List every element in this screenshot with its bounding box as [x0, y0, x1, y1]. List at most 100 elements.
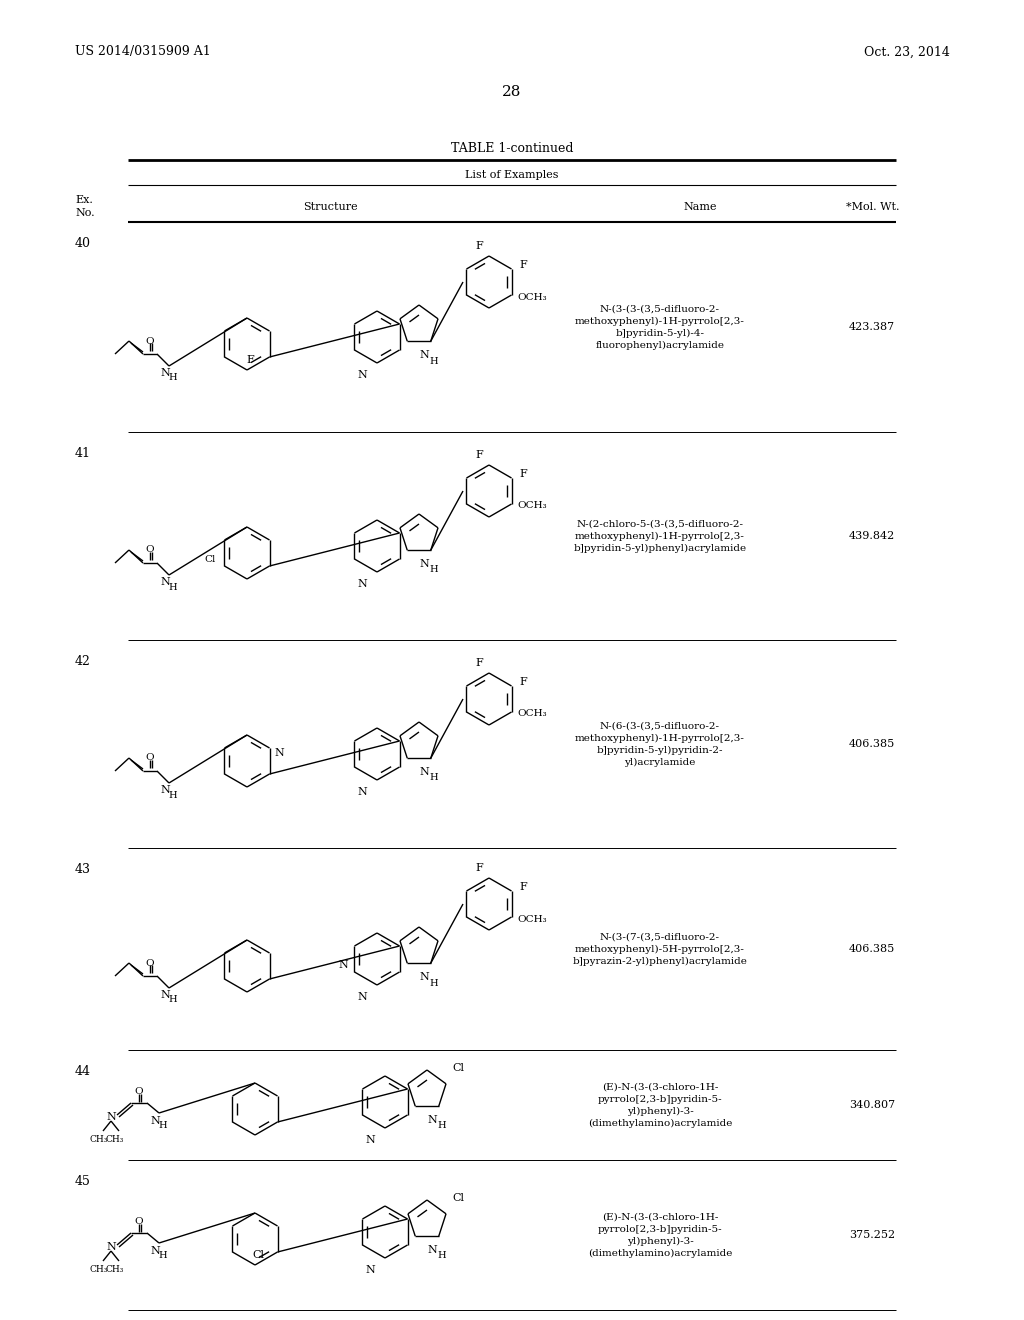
Text: List of Examples: List of Examples [465, 170, 559, 180]
Text: Cl: Cl [205, 556, 216, 565]
Text: Cl: Cl [452, 1063, 464, 1073]
Text: CH₃: CH₃ [105, 1265, 124, 1274]
Text: H: H [169, 791, 177, 800]
Text: b]pyridin-5-yl)pyridin-2-: b]pyridin-5-yl)pyridin-2- [597, 746, 723, 755]
Text: TABLE 1-continued: TABLE 1-continued [451, 141, 573, 154]
Text: N-(3-(7-(3,5-difluoro-2-: N-(3-(7-(3,5-difluoro-2- [600, 932, 720, 941]
Text: N: N [106, 1242, 116, 1251]
Text: *Mol. Wt.: *Mol. Wt. [847, 202, 900, 213]
Text: O: O [145, 958, 155, 968]
Text: Oct. 23, 2014: Oct. 23, 2014 [864, 45, 950, 58]
Text: OCH₃: OCH₃ [517, 502, 547, 511]
Text: N: N [160, 785, 170, 795]
Text: N: N [338, 960, 348, 970]
Text: 375.252: 375.252 [849, 1230, 895, 1239]
Text: N: N [419, 972, 429, 982]
Text: N: N [366, 1135, 375, 1144]
Text: OCH₃: OCH₃ [517, 293, 547, 301]
Text: 42: 42 [75, 655, 91, 668]
Text: pyrrolo[2,3-b]pyridin-5-: pyrrolo[2,3-b]pyridin-5- [598, 1225, 722, 1233]
Text: N: N [160, 368, 170, 378]
Text: 40: 40 [75, 238, 91, 249]
Text: N: N [366, 1265, 375, 1275]
Text: H: H [159, 1250, 167, 1259]
Text: 28: 28 [503, 84, 521, 99]
Text: N: N [427, 1245, 437, 1255]
Text: N: N [274, 748, 285, 758]
Text: N: N [419, 350, 429, 360]
Text: (E)-N-(3-(3-chloro-1H-: (E)-N-(3-(3-chloro-1H- [602, 1213, 718, 1221]
Text: F: F [519, 677, 527, 686]
Text: 423.387: 423.387 [849, 322, 895, 333]
Text: N: N [357, 787, 367, 797]
Text: N: N [419, 558, 429, 569]
Text: US 2014/0315909 A1: US 2014/0315909 A1 [75, 45, 211, 58]
Text: N-(3-(3-(3,5-difluoro-2-: N-(3-(3-(3,5-difluoro-2- [600, 305, 720, 314]
Text: N: N [357, 370, 367, 380]
Text: O: O [145, 754, 155, 763]
Text: CH₃: CH₃ [105, 1134, 124, 1143]
Text: methoxyphenyl)-1H-pyrrolo[2,3-: methoxyphenyl)-1H-pyrrolo[2,3- [575, 317, 744, 326]
Text: 340.807: 340.807 [849, 1100, 895, 1110]
Text: H: H [430, 978, 438, 987]
Text: (E)-N-(3-(3-chloro-1H-: (E)-N-(3-(3-chloro-1H- [602, 1082, 718, 1092]
Text: F: F [475, 242, 483, 251]
Text: N: N [160, 577, 170, 587]
Text: Structure: Structure [303, 202, 357, 213]
Text: 41: 41 [75, 447, 91, 459]
Text: N: N [357, 579, 367, 589]
Text: yl)phenyl)-3-: yl)phenyl)-3- [627, 1237, 693, 1246]
Text: fluorophenyl)acrylamide: fluorophenyl)acrylamide [596, 341, 725, 350]
Text: Ex.: Ex. [75, 195, 93, 205]
Text: H: H [430, 774, 438, 783]
Text: 406.385: 406.385 [849, 739, 895, 748]
Text: (dimethylamino)acrylamide: (dimethylamino)acrylamide [588, 1118, 732, 1127]
Text: Cl: Cl [452, 1193, 464, 1203]
Text: OCH₃: OCH₃ [517, 915, 547, 924]
Text: N: N [151, 1115, 160, 1126]
Text: H: H [437, 1251, 446, 1261]
Text: F: F [246, 355, 254, 366]
Text: yl)phenyl)-3-: yl)phenyl)-3- [627, 1106, 693, 1115]
Text: 43: 43 [75, 863, 91, 876]
Text: Name: Name [683, 202, 717, 213]
Text: 45: 45 [75, 1175, 91, 1188]
Text: H: H [169, 995, 177, 1005]
Text: F: F [475, 657, 483, 668]
Text: H: H [169, 374, 177, 383]
Text: H: H [169, 582, 177, 591]
Text: b]pyridin-5-yl)-4-: b]pyridin-5-yl)-4- [615, 329, 705, 338]
Text: methoxyphenyl)-1H-pyrrolo[2,3-: methoxyphenyl)-1H-pyrrolo[2,3- [575, 532, 744, 541]
Text: H: H [437, 1122, 446, 1130]
Text: 406.385: 406.385 [849, 944, 895, 954]
Text: N: N [419, 767, 429, 777]
Text: methoxyphenyl)-5H-pyrrolo[2,3-: methoxyphenyl)-5H-pyrrolo[2,3- [575, 944, 744, 953]
Text: (dimethylamino)acrylamide: (dimethylamino)acrylamide [588, 1249, 732, 1258]
Text: b]pyridin-5-yl)phenyl)acrylamide: b]pyridin-5-yl)phenyl)acrylamide [573, 544, 746, 553]
Text: 44: 44 [75, 1065, 91, 1078]
Text: H: H [430, 565, 438, 574]
Text: F: F [519, 469, 527, 479]
Text: O: O [135, 1086, 143, 1096]
Text: OCH₃: OCH₃ [517, 710, 547, 718]
Text: pyrrolo[2,3-b]pyridin-5-: pyrrolo[2,3-b]pyridin-5- [598, 1094, 722, 1104]
Text: yl)acrylamide: yl)acrylamide [625, 758, 695, 767]
Text: 439.842: 439.842 [849, 531, 895, 541]
Text: No.: No. [75, 209, 94, 218]
Text: F: F [519, 260, 527, 271]
Text: CH₃: CH₃ [90, 1265, 109, 1274]
Text: Cl: Cl [252, 1250, 264, 1261]
Text: N: N [106, 1111, 116, 1122]
Text: CH₃: CH₃ [90, 1134, 109, 1143]
Text: O: O [145, 545, 155, 554]
Text: N: N [151, 1246, 160, 1257]
Text: N-(2-chloro-5-(3-(3,5-difluoro-2-: N-(2-chloro-5-(3-(3,5-difluoro-2- [577, 520, 743, 528]
Text: O: O [145, 337, 155, 346]
Text: N: N [427, 1115, 437, 1125]
Text: N: N [160, 990, 170, 1001]
Text: F: F [519, 882, 527, 892]
Text: H: H [430, 356, 438, 366]
Text: N-(6-(3-(3,5-difluoro-2-: N-(6-(3-(3,5-difluoro-2- [600, 722, 720, 730]
Text: H: H [159, 1121, 167, 1130]
Text: N: N [357, 993, 367, 1002]
